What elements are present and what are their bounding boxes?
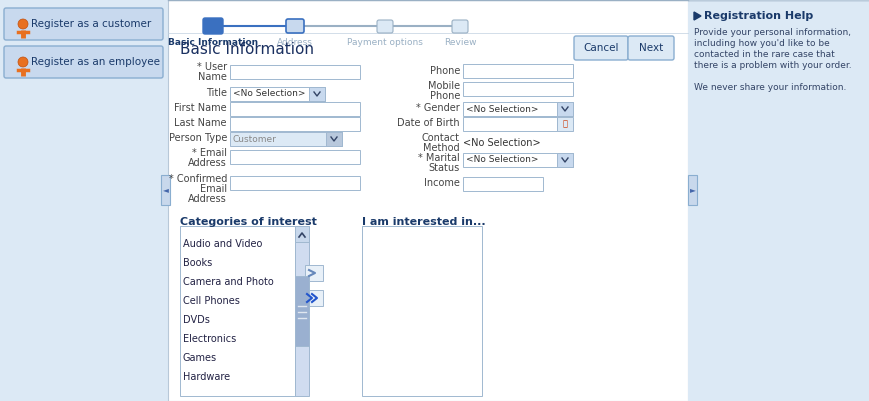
Bar <box>161 175 169 205</box>
Bar <box>229 132 342 146</box>
Text: Email: Email <box>200 184 227 194</box>
Bar <box>326 132 342 146</box>
FancyBboxPatch shape <box>202 18 222 34</box>
Text: DVDs: DVDs <box>182 315 209 325</box>
Bar <box>295 226 308 242</box>
Text: Provide your personal information,: Provide your personal information, <box>693 28 850 37</box>
Text: * Email: * Email <box>192 148 227 158</box>
Text: Phone: Phone <box>429 66 460 76</box>
Text: Contact: Contact <box>421 133 460 143</box>
Text: <No Selection>: <No Selection> <box>466 156 538 164</box>
FancyBboxPatch shape <box>574 36 627 60</box>
Text: <No Selection>: <No Selection> <box>466 105 538 113</box>
Bar <box>229 65 360 79</box>
Text: * Confirmed: * Confirmed <box>169 174 227 184</box>
Bar <box>229 176 360 190</box>
Text: * User: * User <box>196 62 227 72</box>
Text: Address: Address <box>276 38 313 47</box>
Bar <box>295 276 308 346</box>
Text: Basic Information: Basic Information <box>168 38 258 47</box>
Bar <box>229 117 360 131</box>
Bar <box>556 117 573 131</box>
Text: I am interested in...: I am interested in... <box>362 217 485 227</box>
Text: Hardware: Hardware <box>182 372 230 382</box>
Text: Last Name: Last Name <box>175 118 227 128</box>
Text: ◄: ◄ <box>163 186 169 194</box>
Bar <box>462 64 573 78</box>
Bar <box>687 0 869 401</box>
Text: including how you'd like to be: including how you'd like to be <box>693 39 829 48</box>
Bar <box>556 153 573 167</box>
Text: Address: Address <box>188 194 227 204</box>
Text: Title: Title <box>206 88 227 98</box>
FancyBboxPatch shape <box>376 20 393 33</box>
Text: Person Type: Person Type <box>169 133 227 143</box>
Text: Name: Name <box>198 72 227 82</box>
Circle shape <box>18 19 28 29</box>
FancyBboxPatch shape <box>4 8 163 40</box>
Bar <box>556 102 573 116</box>
Text: Cancel: Cancel <box>582 43 618 53</box>
Bar <box>168 0 687 401</box>
Bar <box>229 102 360 116</box>
Text: <No Selection>: <No Selection> <box>462 138 540 148</box>
Text: Basic Information: Basic Information <box>180 42 314 57</box>
Text: Customer: Customer <box>233 134 276 144</box>
Text: Method: Method <box>423 143 460 153</box>
Text: Games: Games <box>182 353 217 363</box>
Bar <box>0 0 168 401</box>
Text: 📅: 📅 <box>562 119 567 128</box>
Text: there is a problem with your order.: there is a problem with your order. <box>693 61 851 70</box>
Text: Status: Status <box>428 163 460 173</box>
Text: Date of Birth: Date of Birth <box>397 118 460 128</box>
FancyBboxPatch shape <box>286 19 303 33</box>
FancyBboxPatch shape <box>452 20 468 33</box>
Bar <box>462 177 542 191</box>
Text: Audio and Video: Audio and Video <box>182 239 262 249</box>
Text: Payment options: Payment options <box>347 38 422 47</box>
Bar <box>462 82 573 96</box>
Bar <box>362 226 481 396</box>
Bar <box>687 175 696 205</box>
Bar <box>305 265 322 281</box>
Bar <box>295 226 308 396</box>
Bar <box>229 150 360 164</box>
Polygon shape <box>693 12 700 20</box>
Text: Register as an employee: Register as an employee <box>31 57 160 67</box>
Text: Review: Review <box>443 38 475 47</box>
Bar <box>462 102 573 116</box>
Text: We never share your information.: We never share your information. <box>693 83 846 92</box>
Text: Register as a customer: Register as a customer <box>31 19 151 29</box>
Bar <box>305 290 322 306</box>
FancyBboxPatch shape <box>627 36 673 60</box>
Text: Address: Address <box>188 158 227 168</box>
Text: Mobile: Mobile <box>428 81 460 91</box>
Text: ►: ► <box>689 186 694 194</box>
Text: Cell Phones: Cell Phones <box>182 296 240 306</box>
Text: Income: Income <box>424 178 460 188</box>
Text: Registration Help: Registration Help <box>703 11 813 21</box>
Bar <box>180 226 295 396</box>
Bar <box>462 117 556 131</box>
Circle shape <box>18 57 28 67</box>
Bar <box>308 87 325 101</box>
FancyBboxPatch shape <box>4 46 163 78</box>
Text: * Gender: * Gender <box>415 103 460 113</box>
Text: * Marital: * Marital <box>418 153 460 163</box>
Text: <No Selection>: <No Selection> <box>233 89 305 99</box>
Text: Phone: Phone <box>429 91 460 101</box>
Bar <box>229 87 325 101</box>
Bar <box>462 153 573 167</box>
Text: contacted in the rare case that: contacted in the rare case that <box>693 50 833 59</box>
Text: Electronics: Electronics <box>182 334 236 344</box>
Text: Books: Books <box>182 258 212 268</box>
Text: Camera and Photo: Camera and Photo <box>182 277 274 287</box>
Text: First Name: First Name <box>174 103 227 113</box>
Text: Next: Next <box>638 43 662 53</box>
Text: Categories of interest: Categories of interest <box>180 217 316 227</box>
